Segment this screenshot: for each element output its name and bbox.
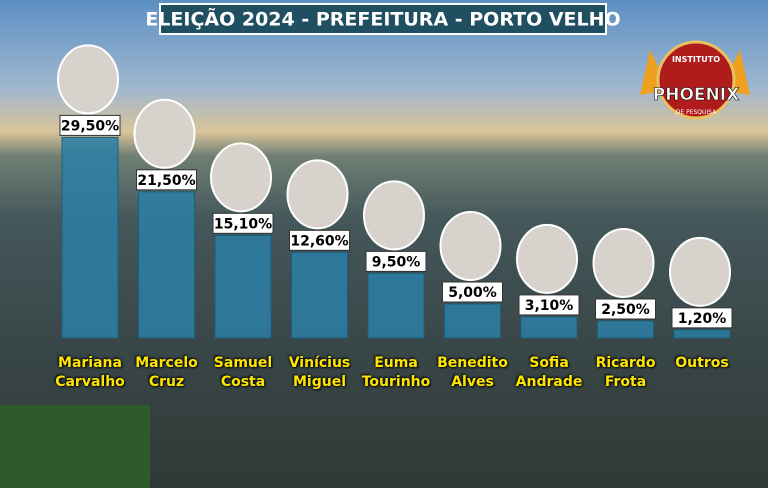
candidate-photo <box>592 228 655 298</box>
category-label: Euma Tourinho <box>361 355 431 390</box>
value-label: 12,60% <box>290 233 348 249</box>
value-label: 2,50% <box>601 302 650 318</box>
candidate-photo <box>439 211 502 281</box>
bar <box>214 234 272 339</box>
value-label-box <box>365 250 427 272</box>
category-label: Vinícius Miguel <box>288 355 351 390</box>
logo-top: INSTITUTO <box>672 55 720 64</box>
value-label: 1,20% <box>678 311 727 327</box>
category-label: Marcelo Cruz <box>135 355 198 390</box>
value-label: 9,50% <box>372 254 421 270</box>
value-label-box <box>212 212 274 234</box>
candidate-photo <box>57 44 119 115</box>
value-label: 21,50% <box>137 173 195 189</box>
value-label-box <box>595 298 656 320</box>
candidate-photo <box>286 159 349 230</box>
candidate-photo <box>669 236 731 307</box>
bar <box>597 320 654 339</box>
logo: INSTITUTO PHOENIX DE PESQUISA <box>640 40 750 120</box>
candidate-photo <box>210 142 272 213</box>
bar <box>673 329 731 339</box>
logo-bottom: DE PESQUISA <box>676 109 717 116</box>
candidate-photo <box>516 223 578 294</box>
title-box <box>159 3 607 35</box>
candidate-photo <box>363 180 425 251</box>
category-label: Outros <box>675 355 729 371</box>
value-label-box <box>671 307 733 329</box>
category-label: Sofia Andrade <box>515 355 583 390</box>
category-label: Mariana Carvalho <box>55 355 125 390</box>
bar <box>61 136 119 339</box>
value-label: 15,10% <box>214 216 272 232</box>
category-label: Ricardo Frota <box>595 355 656 390</box>
value-label: 3,10% <box>525 298 574 314</box>
bar <box>520 316 578 339</box>
chart-title: ELEIÇÃO 2024 - PREFEITURA - PORTO VELHO <box>145 7 620 31</box>
value-label: 5,00% <box>448 285 497 301</box>
bar <box>367 272 425 339</box>
trees <box>0 405 150 488</box>
value-label-box <box>136 169 197 191</box>
bar <box>444 303 501 339</box>
value-label-box <box>289 229 350 251</box>
candidate-photo <box>133 98 196 169</box>
category-label: Benedito Alves <box>437 355 508 390</box>
category-label: Samuel Costa <box>213 355 273 390</box>
logo-name: PHOENIX <box>653 85 739 105</box>
bar <box>291 251 348 339</box>
bar <box>138 191 195 339</box>
value-label-box <box>442 281 503 303</box>
value-label-box <box>59 114 121 136</box>
value-label-box <box>518 294 580 316</box>
value-label: 29,50% <box>61 118 119 134</box>
